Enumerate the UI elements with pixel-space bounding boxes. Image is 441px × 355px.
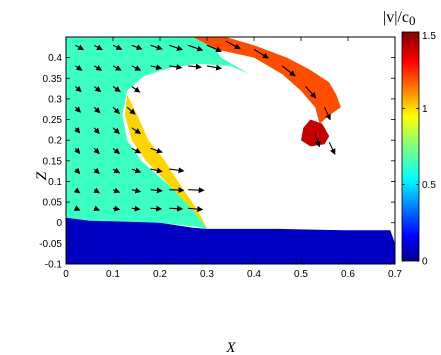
velocity-arrow bbox=[323, 106, 331, 121]
velocity-arrow bbox=[188, 187, 205, 194]
velocity-arrow bbox=[93, 86, 102, 93]
x-tick-label: 0.7 bbox=[388, 269, 402, 280]
colorbar-tick-label: 0 bbox=[422, 257, 428, 268]
velocity-arrow bbox=[150, 187, 163, 194]
y-tick-label: -0.05 bbox=[39, 239, 62, 250]
velocity-arrow bbox=[73, 167, 81, 175]
velocity-arrow bbox=[305, 86, 317, 99]
velocity-arrow bbox=[74, 147, 81, 155]
velocity-arrow bbox=[112, 167, 121, 174]
velocity-arrow bbox=[93, 147, 100, 155]
velocity-arrow bbox=[93, 44, 103, 51]
velocity-arrow bbox=[150, 205, 163, 212]
region-water-below-trough bbox=[66, 217, 395, 264]
x-tick-label: 0.2 bbox=[153, 269, 167, 280]
velocity-arrow bbox=[93, 127, 100, 135]
region-plunging-jet bbox=[301, 119, 330, 147]
velocity-arrow bbox=[225, 40, 241, 50]
x-tick-label: 0.4 bbox=[247, 269, 261, 280]
colorbar-tick-label: 0.5 bbox=[422, 180, 436, 191]
plot-area: 0 0.1 0.2 0.3 0.4 0.5 0.6 0.7 -0.1 -0.05 0 0.05 0.1… bbox=[39, 36, 402, 280]
velocity-arrow bbox=[112, 65, 122, 71]
colorbar-gradient bbox=[401, 31, 420, 262]
velocity-arrow bbox=[112, 44, 123, 50]
velocity-arrow bbox=[188, 206, 204, 213]
velocity-arrow bbox=[131, 205, 141, 212]
y-tick-label: 0.1 bbox=[48, 177, 62, 188]
velocity-arrow bbox=[188, 44, 204, 52]
velocity-arrow bbox=[74, 127, 81, 134]
velocity-arrow bbox=[131, 147, 142, 154]
velocity-arrow bbox=[112, 147, 121, 155]
velocity-arrow bbox=[112, 205, 121, 212]
velocity-arrow bbox=[112, 127, 121, 135]
velocity-arrow bbox=[281, 65, 296, 77]
velocity-arrow bbox=[112, 187, 121, 194]
velocity-arrow bbox=[75, 44, 85, 51]
y-axis: -0.1 -0.05 0 0.05 0.1 0.15 0.2 0.25 0.3 0.35 0.4 bbox=[39, 53, 395, 271]
velocity-arrow bbox=[93, 65, 103, 71]
velocity-arrow bbox=[169, 44, 184, 51]
y-tick-label: 0.4 bbox=[48, 53, 62, 64]
velocity-arrow bbox=[150, 147, 163, 154]
velocity-arrow bbox=[75, 85, 82, 93]
x-axis: 0 0.1 0.2 0.3 0.4 0.5 0.6 0.7 bbox=[63, 37, 402, 280]
plot-frame bbox=[65, 36, 396, 265]
velocity-arrow bbox=[73, 205, 81, 211]
velocity-arrow bbox=[150, 64, 163, 71]
velocity-arrow bbox=[131, 187, 142, 194]
region-wave-face bbox=[124, 94, 207, 229]
velocity-arrow bbox=[131, 65, 142, 71]
velocity-arrow bbox=[93, 167, 100, 175]
velocity-arrow bbox=[169, 167, 185, 174]
velocity-arrow bbox=[169, 187, 185, 194]
velocity-arrow bbox=[131, 86, 141, 93]
y-tick-label: 0.15 bbox=[43, 156, 63, 167]
velocity-arrow bbox=[112, 106, 121, 115]
x-tick-label: 0.3 bbox=[200, 269, 214, 280]
colorbar-tick-label: 1.5 bbox=[422, 31, 436, 42]
y-tick-label: 0.25 bbox=[43, 115, 63, 126]
colorbar-ticks: 0 0.5 1 1.5 bbox=[402, 31, 436, 268]
x-tick-label: 0.5 bbox=[294, 269, 308, 280]
colorbar-label: |v|/c0 bbox=[383, 9, 415, 28]
y-axis-label: Z bbox=[34, 171, 50, 180]
velocity-arrow bbox=[150, 44, 163, 51]
velocity-arrow bbox=[75, 64, 83, 71]
y-tick-label: 0.05 bbox=[43, 198, 63, 209]
velocity-arrow bbox=[314, 133, 321, 148]
velocity-arrow bbox=[206, 64, 223, 71]
velocity-arrow bbox=[206, 44, 223, 53]
velocity-arrow bbox=[126, 106, 136, 115]
velocity-arrow bbox=[73, 187, 81, 194]
velocity-arrow bbox=[74, 106, 82, 113]
velocity-arrow bbox=[188, 63, 202, 70]
velocity-arrow bbox=[328, 141, 336, 155]
velocity-arrow bbox=[253, 48, 269, 59]
velocity-arrow bbox=[93, 205, 101, 212]
velocity-arrow bbox=[169, 63, 183, 70]
colorbar: 0 0.5 1 1.5 |v|/c0 bbox=[383, 9, 436, 268]
velocity-arrow bbox=[131, 167, 142, 174]
velocity-arrow bbox=[131, 44, 143, 51]
velocity-vectors bbox=[73, 40, 336, 213]
x-axis-label: X bbox=[225, 340, 236, 355]
y-tick-label: 0 bbox=[56, 218, 62, 229]
x-tick-label: 0 bbox=[63, 269, 69, 280]
velocity-arrow bbox=[112, 86, 121, 93]
x-tick-label: 0.1 bbox=[106, 269, 120, 280]
y-tick-label: 0.35 bbox=[43, 74, 63, 85]
y-tick-label: -0.1 bbox=[45, 260, 63, 271]
region-wave-body-back bbox=[66, 37, 250, 229]
velocity-arrow bbox=[93, 187, 100, 194]
velocity-arrow bbox=[150, 167, 163, 174]
y-tick-label: 0.2 bbox=[48, 136, 62, 147]
colorbar-tick-label: 1 bbox=[422, 104, 428, 115]
velocity-arrow bbox=[169, 205, 184, 212]
y-tick-label: 0.3 bbox=[48, 94, 62, 105]
velocity-arrow bbox=[131, 127, 142, 134]
x-tick-label: 0.6 bbox=[341, 269, 355, 280]
velocity-arrow bbox=[93, 106, 101, 114]
